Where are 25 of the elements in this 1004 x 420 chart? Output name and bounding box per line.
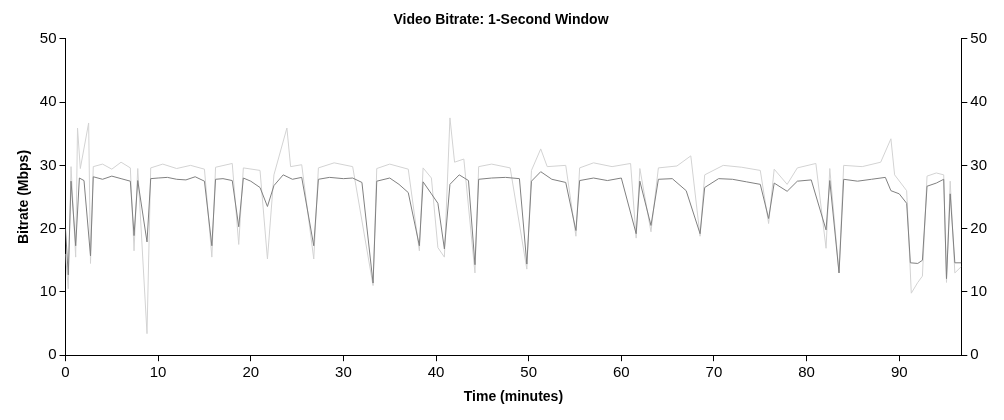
chart-title: Video Bitrate: 1-Second Window bbox=[393, 11, 609, 28]
y-tick-label: 50 bbox=[39, 28, 57, 46]
x-tick-label: 0 bbox=[61, 363, 70, 381]
x-tick-label: 60 bbox=[612, 363, 630, 381]
x-tick-label: 50 bbox=[520, 363, 538, 381]
y-tick-label: 40 bbox=[39, 92, 57, 110]
y2-tick-label: 0 bbox=[970, 345, 979, 363]
x-tick-label: 40 bbox=[427, 363, 445, 381]
y2-tick-label: 20 bbox=[970, 218, 987, 236]
x-tick-label: 30 bbox=[335, 363, 352, 381]
y-tick-label: 10 bbox=[39, 282, 57, 300]
y2-tick-label: 40 bbox=[970, 92, 987, 110]
y-tick-label: 20 bbox=[39, 218, 57, 236]
x-axis-title: Time (minutes) bbox=[463, 388, 564, 405]
x-tick-label: 10 bbox=[149, 363, 167, 381]
y-tick-label: 30 bbox=[39, 155, 57, 173]
x-tick-label: 20 bbox=[242, 363, 260, 381]
y2-tick-label: 30 bbox=[970, 155, 987, 173]
x-tick-label: 90 bbox=[890, 363, 908, 381]
y2-tick-label: 10 bbox=[970, 282, 987, 300]
x-tick-label: 80 bbox=[798, 363, 815, 381]
x-tick-label: 70 bbox=[705, 363, 723, 381]
y-axis-title: Bitrate (Mbps) bbox=[15, 149, 32, 245]
y-tick-label: 0 bbox=[48, 345, 57, 363]
y2-tick-label: 50 bbox=[970, 28, 987, 46]
